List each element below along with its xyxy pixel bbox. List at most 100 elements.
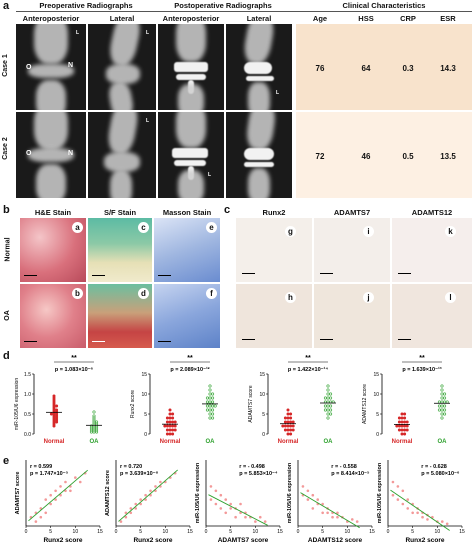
data-point bbox=[92, 416, 96, 420]
data-point bbox=[171, 424, 175, 428]
data-point bbox=[329, 396, 333, 400]
data-point bbox=[396, 485, 400, 488]
p-value: p = 5.853×10⁻⁴ bbox=[239, 471, 278, 477]
data-point bbox=[326, 404, 330, 408]
data-point bbox=[336, 515, 339, 519]
x-tick-label: 15 bbox=[187, 529, 193, 535]
data-point bbox=[78, 480, 82, 484]
y-tick-label: 1.0 bbox=[24, 392, 31, 398]
data-point bbox=[49, 412, 53, 416]
x-tick-label: 0 bbox=[387, 529, 390, 535]
x-tick-label: 5 bbox=[49, 529, 52, 535]
data-point bbox=[400, 420, 404, 424]
y-axis-label: ADAMTS7 score bbox=[248, 385, 254, 422]
data-point bbox=[406, 498, 410, 501]
x-tick-label: 5 bbox=[229, 529, 232, 535]
clinical-row-case2 bbox=[296, 112, 472, 198]
postop-header: Postoperative Radiographs bbox=[174, 1, 272, 10]
data-point bbox=[403, 424, 407, 428]
data-point bbox=[49, 502, 52, 506]
xray-case1-ap-post bbox=[158, 24, 224, 110]
data-point bbox=[92, 410, 96, 414]
data-point bbox=[92, 418, 96, 422]
data-point bbox=[211, 408, 215, 412]
scatter-plot-4: 0 5 10 15 ADAMTS12 score miR-105/U6 expressio… bbox=[287, 460, 375, 544]
data-point bbox=[214, 502, 218, 506]
data-point bbox=[234, 515, 237, 519]
data-point bbox=[95, 420, 99, 424]
data-point bbox=[306, 498, 310, 501]
data-point bbox=[286, 420, 290, 424]
clinical-row-case1 bbox=[296, 24, 472, 110]
case1-hss: 64 bbox=[361, 64, 371, 73]
header-divider bbox=[16, 11, 472, 12]
p-value: p = 2.089×10⁻¹² bbox=[170, 366, 209, 373]
r-value: r = - 0.628 bbox=[421, 464, 447, 470]
col-masson-stain: Masson Stain bbox=[162, 208, 212, 217]
data-point bbox=[263, 520, 267, 523]
data-point bbox=[119, 520, 123, 523]
data-point bbox=[224, 498, 228, 501]
data-point bbox=[168, 416, 172, 420]
data-point bbox=[171, 428, 175, 432]
data-point bbox=[134, 507, 138, 510]
data-point bbox=[400, 412, 404, 416]
data-point bbox=[445, 400, 449, 404]
y-axis-label: miR-105/U6 expression bbox=[377, 462, 383, 523]
data-point bbox=[321, 502, 324, 506]
data-point bbox=[437, 404, 441, 408]
data-point bbox=[286, 416, 290, 420]
case2-age: 72 bbox=[315, 152, 325, 161]
data-point bbox=[281, 424, 285, 428]
data-point bbox=[165, 428, 169, 432]
y-tick-label: 5 bbox=[144, 412, 147, 418]
data-point bbox=[400, 428, 404, 432]
x-axis-label: Runx2 score bbox=[405, 537, 444, 544]
data-point bbox=[171, 412, 175, 416]
data-point bbox=[329, 392, 333, 396]
group-label: Normal bbox=[392, 439, 413, 445]
data-point bbox=[355, 520, 359, 523]
data-point bbox=[291, 420, 295, 424]
panel-a-label: a bbox=[3, 0, 10, 12]
data-point bbox=[129, 511, 133, 515]
row-oa-label: OA bbox=[3, 310, 11, 321]
data-point bbox=[326, 388, 330, 392]
data-point bbox=[173, 420, 177, 424]
dot-plot-3: 0 5 10 15 ADAMTS7 score ** p = 1.422×10⁻¹⁴ Norm… bbox=[248, 355, 336, 445]
scatter-plot-3: 0 5 10 15 ADAMTS7 score miR-105/U6 expression… bbox=[195, 460, 283, 544]
ihc-adamts7-oa: j bbox=[314, 284, 390, 348]
data-point bbox=[163, 424, 167, 428]
data-point bbox=[283, 420, 287, 424]
data-point bbox=[437, 408, 441, 412]
data-point bbox=[244, 515, 247, 519]
data-point bbox=[403, 416, 407, 420]
y-axis-label: Runx2 score bbox=[130, 390, 136, 418]
y-tick-label: 15 bbox=[259, 372, 265, 378]
data-point bbox=[229, 502, 232, 506]
y-tick-label: 0 bbox=[144, 432, 147, 438]
fit-line bbox=[390, 489, 450, 531]
data-point bbox=[443, 400, 447, 404]
col-adamts12: ADAMTS12 bbox=[411, 208, 453, 217]
data-point bbox=[391, 480, 395, 484]
data-point bbox=[421, 515, 424, 519]
data-point bbox=[168, 424, 172, 428]
data-point bbox=[159, 480, 162, 484]
data-point bbox=[239, 511, 242, 515]
data-point bbox=[445, 522, 449, 526]
data-point bbox=[54, 498, 57, 501]
data-point bbox=[400, 416, 404, 420]
y-tick-label: 10 bbox=[141, 392, 147, 398]
subheader-lat-pre: Lateral bbox=[109, 14, 135, 23]
x-tick-label: 0 bbox=[205, 529, 208, 535]
data-point bbox=[403, 420, 407, 424]
p-value: p = 3.639×10⁻⁸ bbox=[120, 471, 159, 477]
ihc-adamts7-normal: i bbox=[314, 218, 390, 282]
data-point bbox=[286, 424, 290, 428]
data-point bbox=[391, 493, 395, 497]
y-axis-label: ADAMTS7 score bbox=[15, 472, 21, 515]
group-label: OA bbox=[90, 439, 100, 445]
data-point bbox=[168, 428, 172, 432]
x-tick-label: 10 bbox=[73, 529, 79, 535]
